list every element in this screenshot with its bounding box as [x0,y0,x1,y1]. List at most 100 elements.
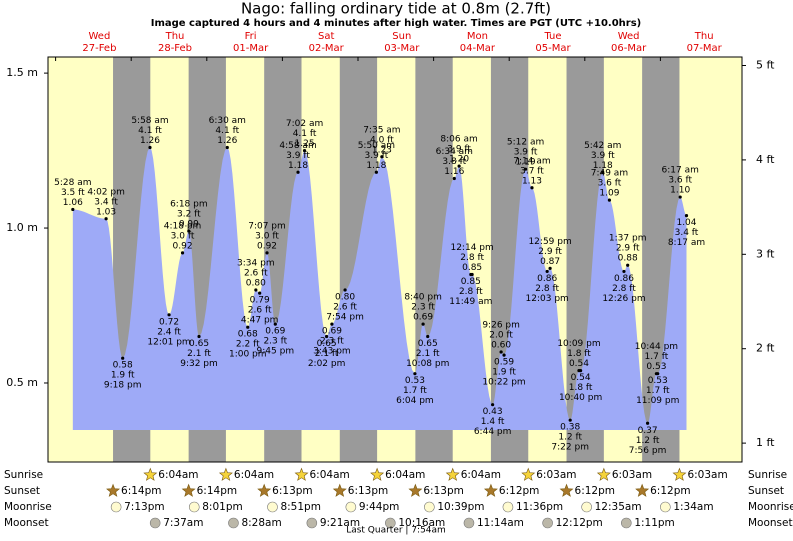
day-date: 03-Mar [384,43,420,54]
tide-label: 0.69 [322,327,342,337]
moonset-time: 7:37am [163,517,203,529]
sunset-icon [332,483,347,497]
tide-label: 1:00 pm [229,350,267,360]
tide-label: 8:40 pm [404,293,442,303]
sunrise-time: 6:03am [687,469,727,481]
tide-label: 4.1 ft [293,129,317,139]
tide-label: 1.8 ft [569,383,593,393]
row-label: Sunrise [4,469,43,481]
moonset-icon [621,517,632,529]
tide-label: 2.9 ft [538,247,562,257]
tide-label: 6:30 am [209,116,246,126]
tide-label: 3.4 ft [675,228,699,238]
tide-label: 12:14 pm [450,243,493,253]
sunset-time: 6:14pm [197,485,237,497]
tide-point [656,372,660,376]
moonrise-time: 7:13pm [124,501,164,513]
tide-label: 0.88 [618,254,638,264]
sunset-icon [181,483,196,497]
tide-label: 1.18 [593,161,613,171]
tide-label: 2.3 ft [411,303,435,313]
tide-label: 1.13 [522,176,542,186]
tide-label: 0.72 [159,317,179,327]
day-date: 04-Mar [460,43,496,54]
tide-label: 1.2 ft [558,433,582,443]
tide-label: 3.7 ft [520,166,544,176]
chart-title: Nago: falling ordinary tide at 0.8m (2.7… [241,0,551,18]
row-label: Moonrise [4,501,52,513]
tide-point [607,198,612,202]
tide-label: 7:22 pm [551,443,589,453]
tide-label: 2.8 ft [459,287,483,297]
moonset-time: 1:11pm [634,517,674,529]
tide-point [225,145,229,150]
plot-frame [47,56,743,463]
y2-tick-label: 5 ft [756,58,775,71]
tide-label: 0.79 [250,296,270,306]
y-tick-label: 1.5 m [6,66,38,79]
tide-label: 10:40 pm [559,393,602,403]
moonrise-icon [267,501,278,513]
tide-label: 6:04 pm [396,396,434,406]
tide-label: 5:58 am [131,116,168,126]
sunrise-time: 6:04am [158,469,198,481]
tide-label: 4:02 pm [87,187,125,197]
y-tick-label: 0.5 m [6,376,38,389]
tide-label: 4.1 ft [138,126,162,136]
tide-label: 4:58 am [279,141,316,151]
moonset-time: 10:16am [398,517,445,529]
tide-label: 2.3 ft [263,337,287,347]
sunrise-icon [218,467,233,481]
tide-label: 2.4 ft [157,327,181,337]
tide-label: 8:17 am [668,238,705,248]
tide-label: 3.9 ft [514,148,538,158]
tide-point [380,155,384,159]
sunset-icon [408,483,423,497]
day-date: 28-Feb [158,43,192,54]
tide-label: 3:34 pm [237,259,275,269]
tide-label: 1.19 [516,158,536,168]
tide-label: 2:02 pm [308,359,346,369]
tide-point [452,176,456,181]
tide-label: 0.43 [483,407,503,417]
tide-label: 0.69 [265,327,285,337]
tide-label: 1.18 [288,161,308,171]
moonset-time: 12:12pm [556,517,603,529]
tide-point [530,186,534,190]
moonrise-icon [660,501,671,513]
sunset-icon [106,483,121,497]
sunset-time: 6:12pm [575,485,615,497]
tide-label: 0.92 [173,241,193,251]
day-name: Sun [392,31,411,42]
moonset-icon [228,517,239,529]
moonset-icon [149,517,161,529]
tide-point [421,322,425,326]
moonset-icon [385,517,396,529]
tide-label: 1.16 [444,167,464,177]
tide-label: 1.2 ft [636,436,660,446]
moonrise-icon [188,501,200,513]
tide-label: 0.80 [335,293,355,303]
tide-label: 5:28 am [54,178,91,188]
tide-point [523,167,528,171]
moonrise-time: 11:36pm [516,501,563,513]
moonset-icon [306,517,318,529]
tide-label: 3.4 ft [94,197,118,207]
tide-label: 1.23 [372,145,392,155]
sunset-time: 6:14pm [121,485,161,497]
tide-label: 3.0 ft [171,231,195,241]
tide-point [104,217,108,221]
tide-label: 11:49 am [449,297,492,307]
tide-label: 9:26 pm [482,320,520,330]
tide-label: 2.1 ft [187,349,211,359]
tide-label: 1.4 ft [481,417,505,427]
tide-label: 7:02 am [286,119,323,129]
tide-label: 3.9 ft [591,151,615,161]
tide-label: 0.86 [537,274,557,284]
tide-point [491,403,495,407]
tide-label: 0.87 [540,257,560,267]
tide-label: 3.5 ft [61,188,85,198]
tide-point [71,207,75,212]
sunrise-time: 6:04am [234,469,274,481]
tide-label: 12:59 pm [528,237,571,247]
